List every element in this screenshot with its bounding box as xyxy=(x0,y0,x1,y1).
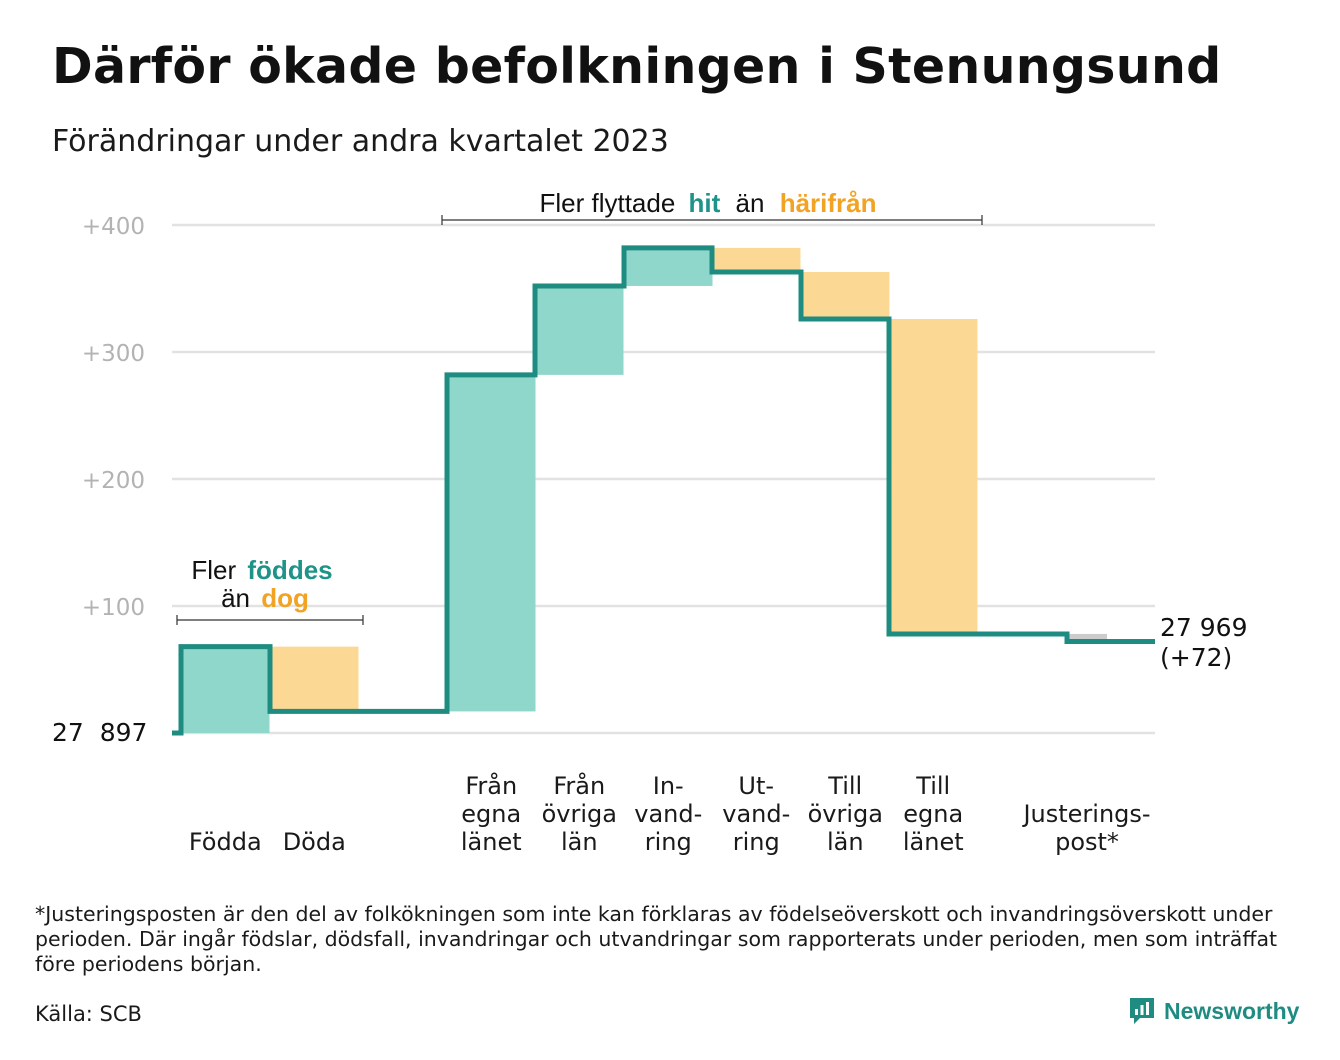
waterfall-bar xyxy=(712,247,801,272)
waterfall-bar xyxy=(889,318,978,634)
y-tick-label: +200 xyxy=(82,468,145,494)
category-label: egna xyxy=(903,800,963,828)
migration-annotation-harifran: härifrån xyxy=(780,188,877,218)
category-label: övriga xyxy=(542,800,617,828)
deaths-annotation-highlight: dog xyxy=(261,583,309,613)
migration-annotation: Fler flyttade hit än härifrån xyxy=(441,188,983,225)
category-label: länet xyxy=(461,828,522,856)
y-tick-label: +300 xyxy=(82,341,145,367)
y-tick-label: +100 xyxy=(82,595,145,621)
category-label: ring xyxy=(733,828,780,856)
category-label: Till xyxy=(915,772,950,800)
category-label: län xyxy=(827,828,864,856)
deaths-annotation-plain: än xyxy=(221,583,250,613)
births-annotation-plain: Fler xyxy=(191,555,236,585)
svg-text:än dog: än dog xyxy=(221,583,309,613)
category-label: vand- xyxy=(634,800,702,828)
waterfall-bar xyxy=(270,646,359,712)
category-label: post* xyxy=(1055,828,1119,856)
chart-subtitle: Förändringar under andra kvartalet 2023 xyxy=(52,124,669,159)
category-label: Födda xyxy=(189,828,262,856)
source-label: Källa: SCB xyxy=(35,1002,142,1026)
y-tick-label: +400 xyxy=(82,214,145,240)
waterfall-bar xyxy=(535,285,624,375)
brand-name: Newsworthy xyxy=(1164,997,1300,1024)
category-label: Till xyxy=(827,772,862,800)
footnote: *Justeringsposten är den del av folkökni… xyxy=(35,902,1278,976)
migration-annotation-hit: hit xyxy=(689,188,721,218)
waterfall-bar xyxy=(181,646,270,733)
newsworthy-icon xyxy=(1130,998,1154,1024)
category-label: län xyxy=(561,828,598,856)
waterfall-bar xyxy=(447,374,536,712)
brand-logo: Newsworthy xyxy=(1128,996,1299,1026)
category-label: In- xyxy=(653,772,684,800)
svg-text:Fler flyttade hit: Fler flyttade hit än härifrån xyxy=(539,188,876,218)
category-label: Från xyxy=(553,771,605,800)
grid-layer: +100 +200 +300 +400 xyxy=(82,214,1155,735)
step-line-layer xyxy=(172,245,1155,736)
migration-annotation-plain2: än xyxy=(736,188,765,218)
bars-layer xyxy=(181,247,1107,733)
category-label: Justerings- xyxy=(1021,800,1150,828)
births-annotation-highlight: föddes xyxy=(247,555,332,585)
end-value-label: 27 969 xyxy=(1160,613,1247,642)
category-label: Ut- xyxy=(738,772,774,800)
waterfall-chart: +100+200+300+400 Födda DödaFrånegnalänetF… xyxy=(52,188,1247,856)
category-label: övriga xyxy=(808,800,883,828)
svg-text:Fler föddes: Fler föddes xyxy=(191,555,332,585)
end-change-label: (+72) xyxy=(1160,643,1232,672)
waterfall-bar xyxy=(624,247,713,286)
labels-layer: Födda DödaFrånegnalänetFrånövrigalänIn-va… xyxy=(52,613,1247,856)
category-label: länet xyxy=(903,828,964,856)
waterfall-bar xyxy=(801,271,890,319)
births-annotation: Fler föddes än dog xyxy=(176,555,364,625)
category-label: egna xyxy=(461,800,521,828)
category-label: ring xyxy=(645,828,692,856)
population-step-line xyxy=(172,245,1155,736)
category-label: Från xyxy=(465,771,517,800)
category-label: vand- xyxy=(722,800,790,828)
migration-annotation-plain: Fler flyttade xyxy=(539,188,675,218)
start-value-label: 27 897 xyxy=(52,718,147,747)
category-label: Döda xyxy=(283,828,346,856)
waterfall-bar xyxy=(1067,633,1107,642)
chart-title: Därför ökade befolkningen i Stenungsund xyxy=(52,38,1222,95)
